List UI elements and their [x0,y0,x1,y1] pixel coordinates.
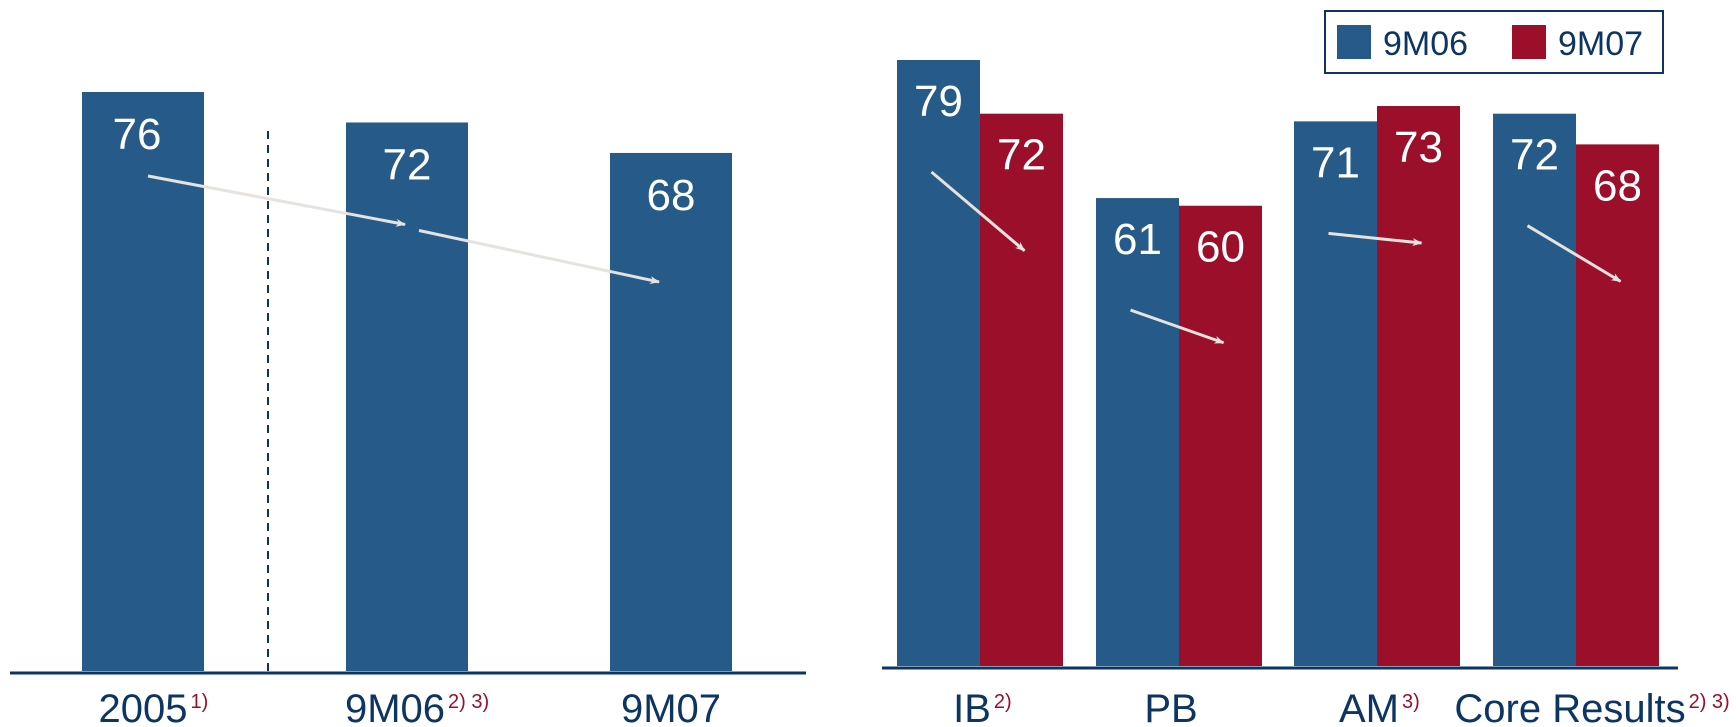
legend-label: 9M07 [1558,25,1643,63]
bar-9m07-am [1377,106,1460,666]
data-label: 73 [1394,123,1443,172]
data-label: 61 [1113,215,1162,264]
legend-swatch-9m06 [1337,25,1371,59]
trend-arrow [418,229,660,284]
data-label: 71 [1311,138,1360,187]
category-footnote: 3) [1402,691,1420,713]
category-label: 2005 [99,687,188,727]
bar-9m07-ib [980,113,1063,666]
left-bar-chart: 76 72 68 2005 1) 9M06 2) 3) 9M07 [10,92,806,727]
bar-9m06 [346,122,468,671]
right-bar-chart: 79 61 71 72 72 60 73 68 IB 2) PB AM 3) Core Results 2)… [882,10,1730,727]
category-label: 9M06 [345,687,445,727]
trend-arrow [1526,224,1622,283]
trend-arrow [147,174,406,227]
category-footnote: 2) [994,691,1012,713]
trend-arrow [1328,231,1423,247]
legend-box [1324,10,1664,74]
category-footnote: 2) 3) [448,691,489,713]
bar-9m06-ib [897,60,980,666]
data-label: 72 [997,131,1046,180]
data-label: 68 [1593,161,1642,210]
legend: 9M06 9M07 [1324,10,1664,74]
category-label: PB [1144,687,1197,727]
data-label: 60 [1196,223,1245,272]
category-label: Core Results [1454,687,1685,727]
legend-label: 9M06 [1383,25,1468,63]
category-label: 9M07 [621,687,721,727]
data-label: 72 [1510,131,1559,180]
category-label: AM [1339,687,1399,727]
category-label: IB [953,687,991,727]
data-label: 76 [113,110,162,159]
category-footnote: 1) [190,691,208,713]
bar-9m06-core-results [1493,113,1576,666]
bar-9m06-pb [1096,198,1179,667]
trend-arrow [1130,308,1225,345]
bar-2005 [82,92,204,671]
data-label: 79 [914,77,963,126]
data-label: 72 [383,140,432,189]
category-footnote: 2) 3) [1689,691,1730,713]
bar-9m07 [610,152,732,671]
bar-9m07-pb [1179,205,1262,667]
trend-arrow [930,170,1026,252]
bar-9m06-am [1294,121,1377,667]
bar-9m07-core-results [1576,144,1659,666]
data-label: 68 [647,171,696,220]
legend-swatch-9m07 [1512,25,1546,59]
